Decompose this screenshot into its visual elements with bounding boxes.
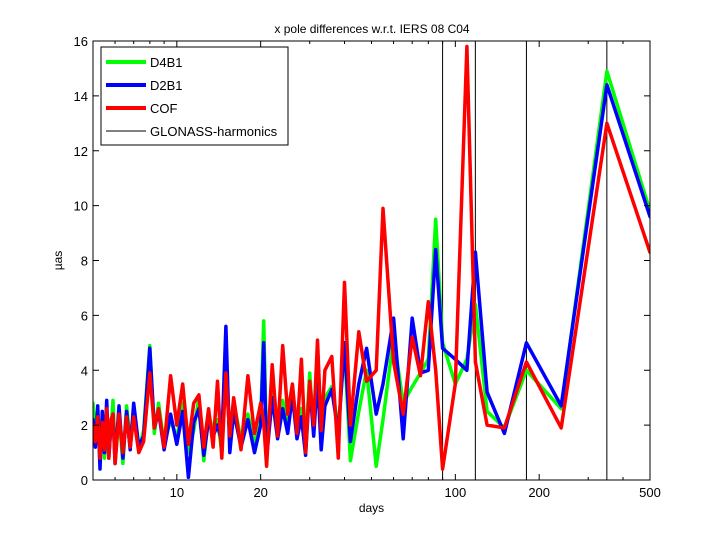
- series-line-cof: [93, 44, 650, 471]
- y-tick-label: 16: [74, 34, 88, 49]
- x-tick-label: 200: [528, 485, 550, 500]
- tick-layer: 10 20 100 200 500 0 2 4 6 8 10 12 14 16: [74, 34, 661, 500]
- series-layer: [93, 44, 650, 480]
- legend-label: D4B1: [150, 55, 183, 70]
- x-tick-label: 10: [170, 485, 184, 500]
- y-axis-label: µas: [51, 251, 65, 271]
- legend-label: D2B1: [150, 78, 183, 93]
- y-tick-label: 6: [81, 308, 88, 323]
- y-tick-label: 0: [81, 473, 88, 488]
- x-tick-label: 500: [639, 485, 661, 500]
- legend-label: COF: [150, 101, 178, 116]
- chart-title: x pole differences w.r.t. IERS 08 C04: [274, 22, 470, 36]
- y-tick-label: 12: [74, 144, 88, 159]
- vline-layer: [442, 41, 608, 480]
- y-tick-label: 14: [74, 89, 88, 104]
- x-axis-label: days: [359, 501, 384, 515]
- series-line-d2b1: [93, 83, 650, 480]
- y-tick-label: 2: [81, 418, 88, 433]
- y-tick-label: 8: [81, 254, 88, 269]
- legend-label: GLONASS-harmonics: [150, 124, 278, 139]
- y-tick-label: 10: [74, 199, 88, 214]
- legend: D4B1 D2B1 COF GLONASS-harmonics: [100, 46, 289, 146]
- x-tick-label: 20: [253, 485, 267, 500]
- y-tick-label: 4: [81, 363, 88, 378]
- x-tick-label: 100: [444, 485, 466, 500]
